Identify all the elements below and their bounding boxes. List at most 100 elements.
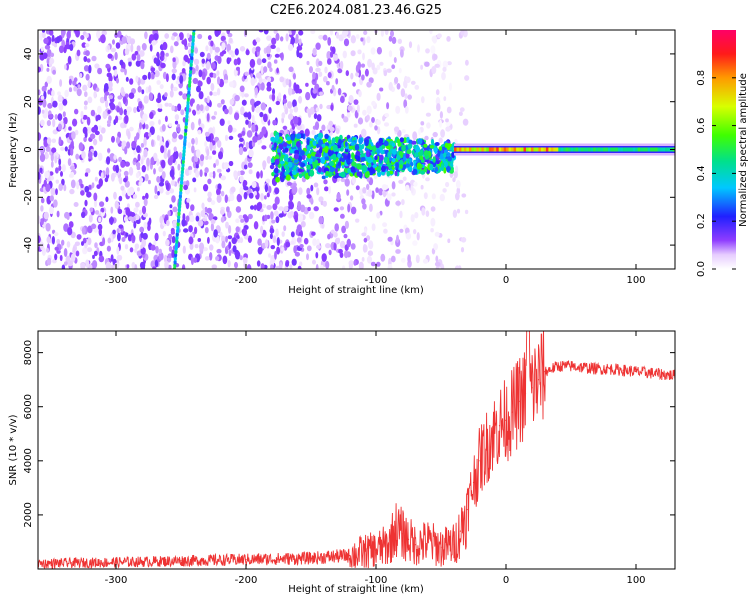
spectrogram-cell <box>63 184 67 192</box>
snr-point <box>459 530 462 532</box>
spectrogram-cell <box>437 151 441 157</box>
spectrogram-cell <box>260 82 265 91</box>
spectrogram-cell <box>140 143 144 148</box>
spectrogram-cell <box>332 153 337 161</box>
spectrogram-cell <box>355 34 360 39</box>
spectrogram-cell <box>140 247 146 255</box>
carrier-cell <box>622 147 626 152</box>
spectrogram-cell <box>79 73 83 78</box>
spectrogram-cell <box>61 164 66 173</box>
spectrogram-cell <box>338 248 343 254</box>
spectrogram-cell <box>206 52 211 60</box>
spectrogram-cell <box>328 249 332 256</box>
spectrogram-cell <box>201 202 205 210</box>
spectrogram-cell <box>288 66 294 73</box>
spectrogram-cell <box>326 124 331 130</box>
spectrogram-cell <box>335 31 340 39</box>
spectrogram-cell <box>84 172 89 177</box>
spectrogram-cell <box>110 254 114 262</box>
spectrogram-cell <box>369 166 374 173</box>
spectrogram-cell <box>231 127 237 133</box>
spectrogram-cell <box>168 264 172 269</box>
spectrogram-cell <box>420 121 425 126</box>
carrier-cell <box>516 147 520 152</box>
spectrogram-cell <box>325 260 330 269</box>
spectrogram-cell <box>40 205 44 212</box>
spectrogram-cell <box>250 77 256 86</box>
spectrogram-cell <box>80 110 84 119</box>
spectrogram-cell <box>423 192 428 200</box>
spectrogram-cell <box>283 98 288 104</box>
spectrogram-cell <box>137 153 141 162</box>
spectrogram-cell <box>362 243 367 253</box>
spectrogram-cell <box>88 151 93 160</box>
spectrogram-cell <box>51 147 57 153</box>
spectrogram-cell <box>238 146 244 156</box>
spectrogram-cell <box>402 176 407 182</box>
spectrogram-cell <box>45 183 51 192</box>
colorbar-tick-label: 0.8 <box>696 70 707 86</box>
spectrogram-cell <box>46 247 49 253</box>
snr-point <box>648 372 650 374</box>
spectrogram-cell <box>351 152 355 160</box>
spectrogram-cell <box>280 156 284 162</box>
spectrogram-cell <box>75 30 80 38</box>
spectrogram-cell <box>190 55 194 61</box>
spectrogram-cell <box>287 113 294 120</box>
carrier-cell <box>476 147 480 152</box>
snr-point <box>596 368 598 370</box>
spectrogram-cell <box>82 84 88 92</box>
spectrogram-cell <box>381 184 388 191</box>
spectrogram-cell <box>58 102 64 111</box>
carrier-cell <box>483 147 487 152</box>
spectrogram-cell <box>118 224 124 229</box>
spectrogram-cell <box>221 240 226 249</box>
spectrogram-cell <box>188 169 192 175</box>
spectrogram-cell <box>344 250 349 259</box>
spectrogram-cell <box>68 78 72 86</box>
spectrogram-cell <box>189 99 194 107</box>
spectrogram-cell <box>261 145 267 150</box>
spectrogram-cell <box>135 75 139 83</box>
spectrogram-cell <box>299 244 304 248</box>
spectrogram-cell <box>154 233 159 240</box>
spectrogram-cell <box>81 150 86 160</box>
spectrogram-cell <box>116 228 120 234</box>
spectrogram-cell <box>160 145 165 154</box>
spectrogram-cell <box>255 46 261 52</box>
spectrogram-cell <box>275 216 280 224</box>
spectrogram-cell <box>366 36 371 44</box>
spectrogram-cell <box>114 51 118 61</box>
spectrogram-cell <box>67 158 72 167</box>
spectrogram-cell <box>157 92 161 102</box>
spectrogram-cell <box>72 118 78 127</box>
spectrogram-cell <box>91 55 97 62</box>
spectrogram-cell <box>183 135 187 140</box>
spectrogram-cell <box>295 228 300 236</box>
spectrogram-cell <box>201 58 206 64</box>
spectrogram-cell <box>105 167 110 176</box>
spectrogram-cell <box>80 262 86 269</box>
spectrogram-cell <box>115 136 121 144</box>
spectrogram-cell <box>68 75 74 80</box>
snr-point <box>479 460 481 462</box>
spectrogram-cell <box>410 214 415 223</box>
spectrogram-cell <box>172 131 178 139</box>
spectrogram-cell <box>207 178 212 185</box>
spectrogram-cell <box>343 116 349 123</box>
spectrogram-cell <box>350 243 356 250</box>
spectrogram-cell <box>242 257 248 265</box>
spectrogram-cell <box>242 180 248 187</box>
spectrogram-cell <box>355 72 360 77</box>
spectrogram-cell <box>259 111 264 118</box>
spectrogram-cell <box>66 241 71 248</box>
spectrogram-cell <box>131 88 136 94</box>
spectrogram-cell <box>284 147 289 153</box>
spectrogram-cell <box>75 153 80 160</box>
spectrogram-cell <box>322 260 326 267</box>
spectrogram-cell <box>154 185 158 195</box>
spectrogram-cell <box>197 80 203 87</box>
spectrogram-cell <box>245 141 249 150</box>
spectrogram-cell <box>50 161 54 168</box>
spectrogram-cell <box>168 123 173 127</box>
